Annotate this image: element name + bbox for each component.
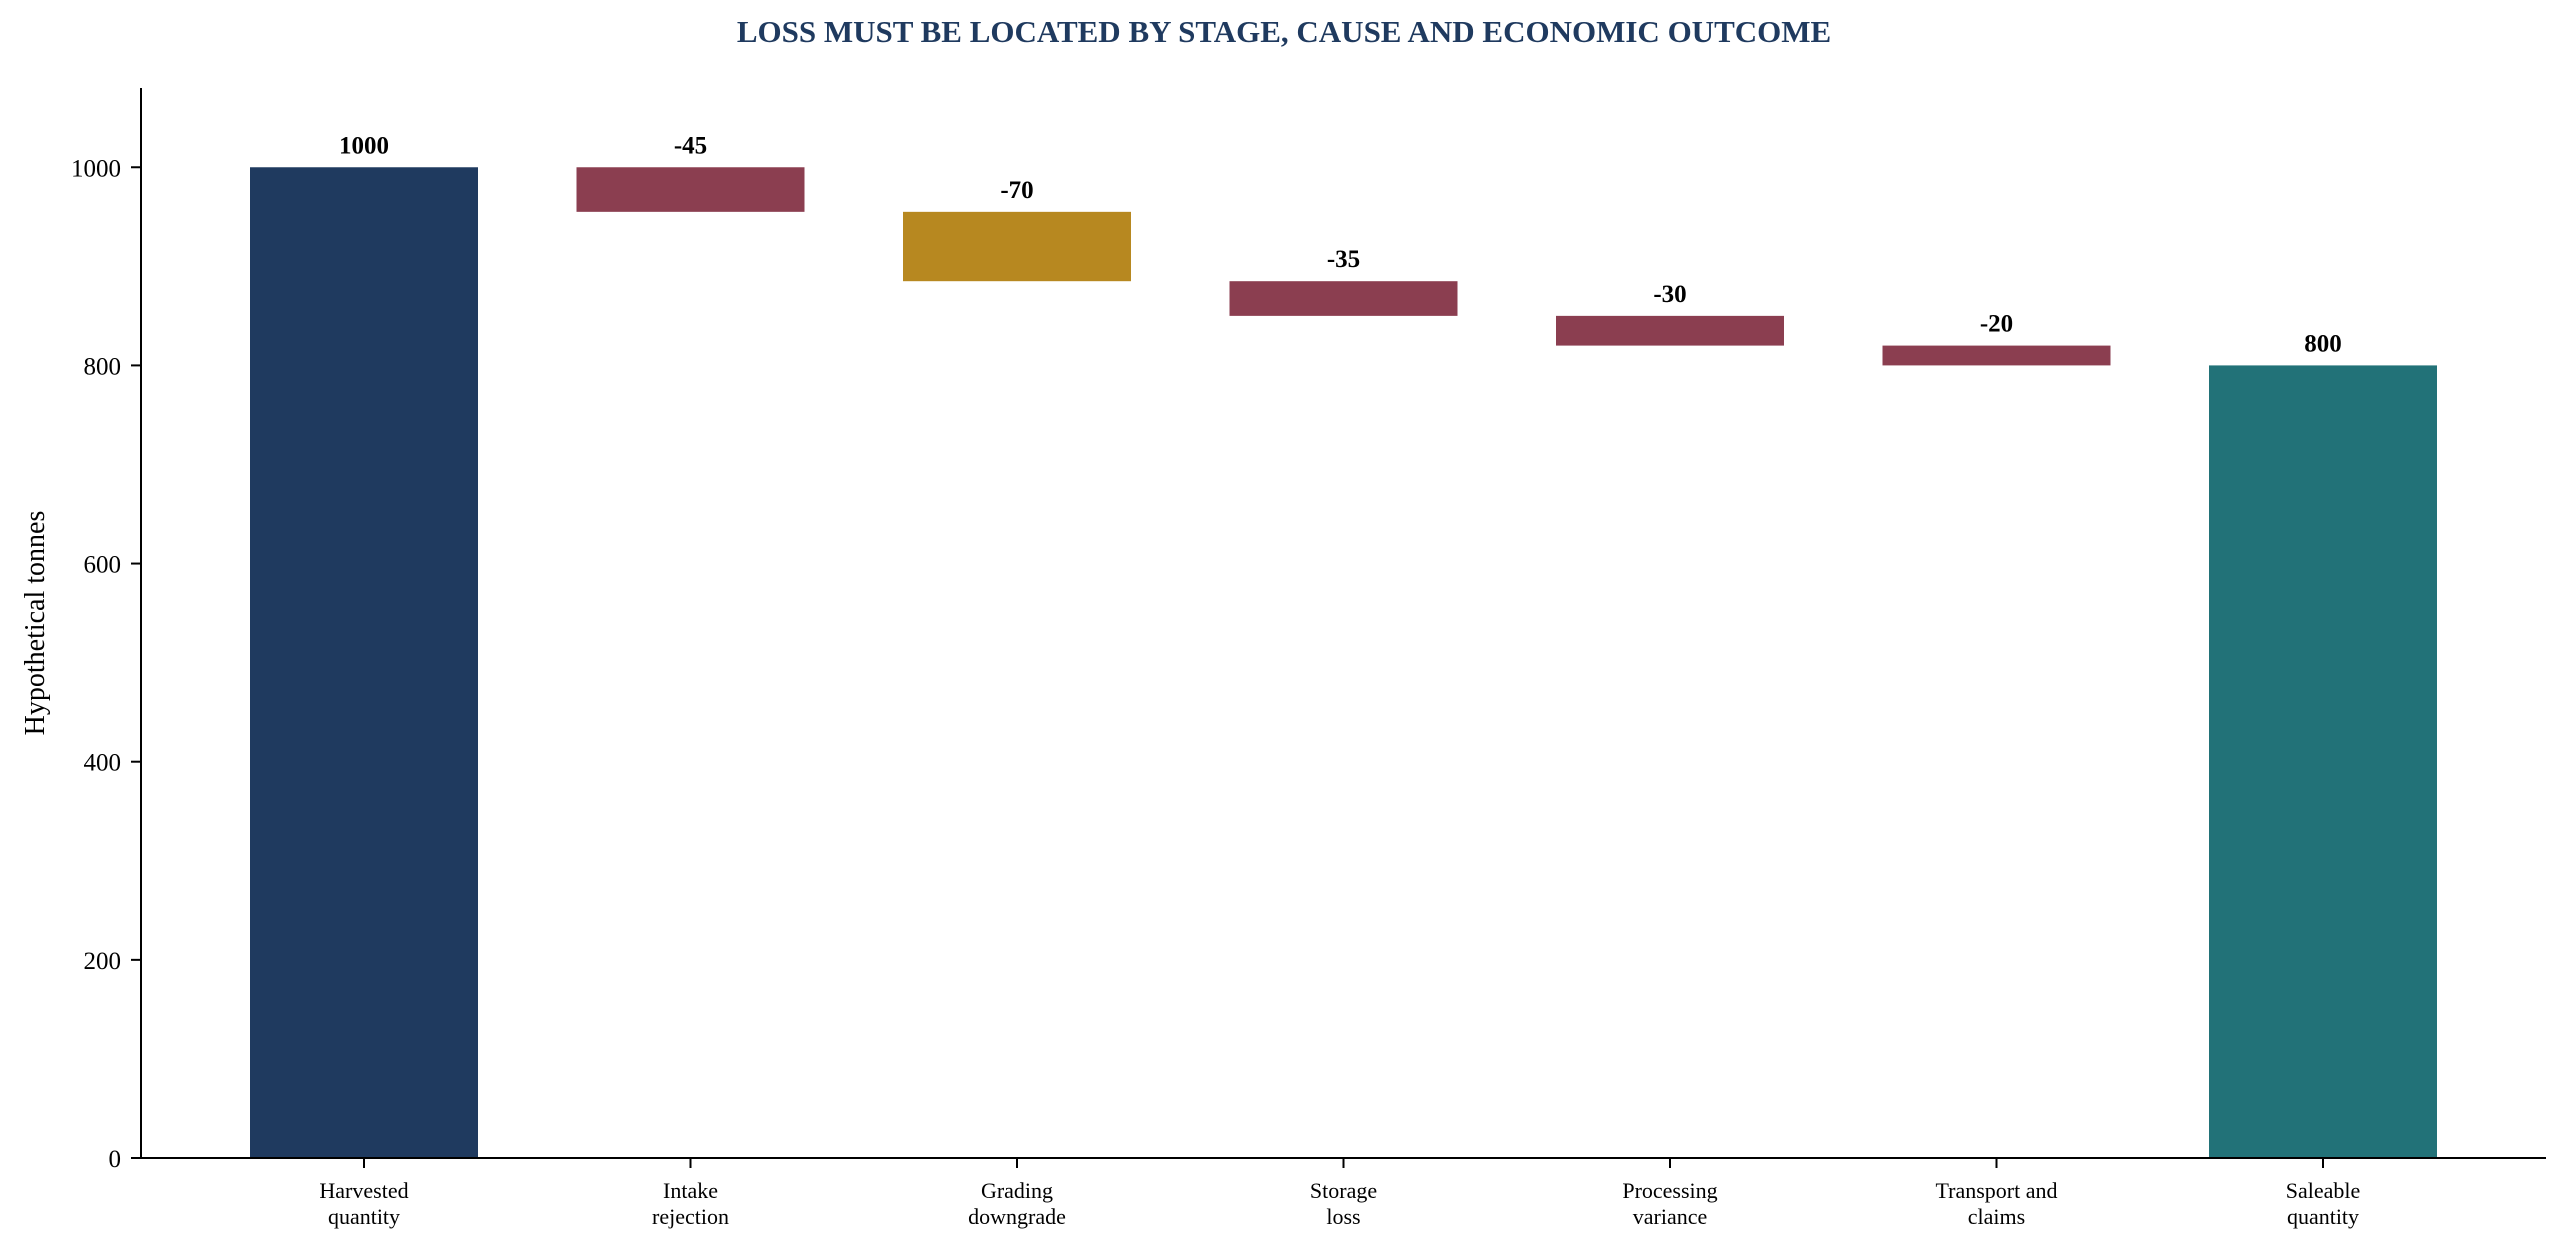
data-label-1: -45 bbox=[674, 132, 707, 159]
bar-6 bbox=[2209, 365, 2437, 1158]
data-label-4: -30 bbox=[1653, 281, 1686, 308]
x-tick-label-4: Processing variance bbox=[1622, 1178, 1717, 1229]
axes-layer: 0 200 400 600 800 1000 Harvested quantity Intake… bbox=[71, 88, 2546, 1229]
y-tick-label-2: 400 bbox=[84, 750, 122, 777]
data-label-3: -35 bbox=[1327, 246, 1360, 273]
y-tick-label-4: 800 bbox=[84, 353, 122, 380]
y-tick-label-1: 200 bbox=[84, 948, 122, 975]
y-tick-label-3: 600 bbox=[84, 552, 122, 579]
bars-layer bbox=[250, 167, 2437, 1158]
data-label-5: -20 bbox=[1980, 311, 2013, 338]
data-label-0: 1000 bbox=[339, 132, 389, 159]
y-tick-label-5: 1000 bbox=[71, 155, 121, 182]
bar-0 bbox=[250, 167, 478, 1158]
bar-2 bbox=[903, 211, 1131, 282]
x-tick-label-6: Saleable quantity bbox=[2286, 1178, 2361, 1229]
data-labels-layer: 1000 -45 -70 -35 -30 -20 800 bbox=[339, 132, 2342, 357]
chart-title: LOSS MUST BE LOCATED BY STAGE, CAUSE AND… bbox=[737, 14, 1831, 49]
x-tick-label-1: Intake rejection bbox=[652, 1178, 729, 1229]
y-axis-label: Hypothetical tonnes bbox=[20, 511, 51, 736]
x-tick-label-2: Grading downgrade bbox=[968, 1178, 1066, 1229]
bar-1 bbox=[576, 167, 805, 212]
x-tick-label-3: Storage loss bbox=[1310, 1178, 1377, 1229]
data-label-6: 800 bbox=[2304, 330, 2342, 357]
data-label-2: -70 bbox=[1000, 177, 1033, 204]
x-tick-label-5: Transport and claims bbox=[1935, 1178, 2057, 1229]
bar-4 bbox=[1556, 315, 1784, 346]
bar-3 bbox=[1229, 281, 1458, 316]
x-tick-label-0: Harvested quantity bbox=[319, 1178, 408, 1229]
bar-5 bbox=[1882, 345, 2111, 366]
y-tick-label-0: 0 bbox=[109, 1146, 122, 1173]
